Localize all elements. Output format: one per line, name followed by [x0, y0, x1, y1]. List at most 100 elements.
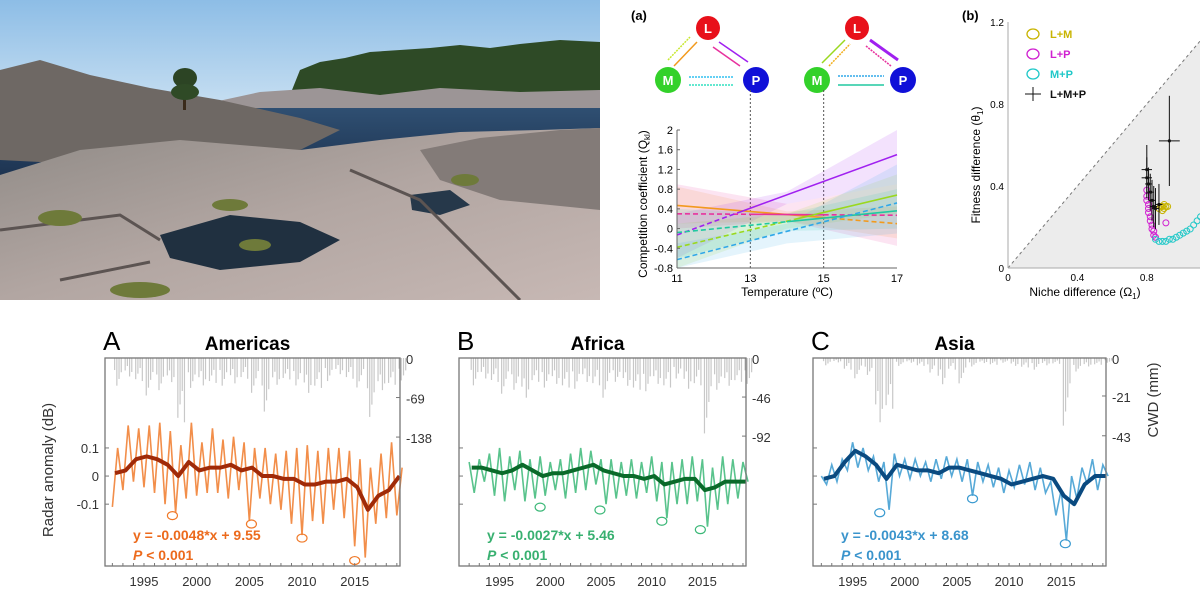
x-tick-label: 11 — [671, 273, 682, 285]
series-line — [786, 210, 898, 223]
x-tick-label: 2015 — [688, 574, 717, 589]
panel-b-label: (b) — [962, 8, 979, 23]
confidence-band — [677, 164, 897, 268]
data-point — [1169, 235, 1177, 243]
data-point — [1155, 237, 1163, 245]
right-rocks — [420, 128, 600, 210]
legend-marker — [1026, 28, 1040, 40]
x-axis-label: Niche difference (Ω1) — [1029, 285, 1140, 301]
data-point — [1150, 198, 1154, 202]
data-point — [1164, 203, 1172, 210]
smoothed-anomaly-line — [471, 462, 746, 493]
x-axis-label-sub: 1 — [1132, 292, 1137, 301]
y-tick-label: 0.8 — [990, 100, 1004, 111]
node-p-label: P — [899, 73, 908, 88]
confidence-band — [677, 189, 897, 259]
data-point — [1146, 182, 1151, 186]
data-point — [1165, 235, 1173, 243]
data-point — [1197, 213, 1200, 221]
x-tick-label: 2000 — [890, 574, 919, 589]
y-tick-label: 0.4 — [990, 182, 1004, 193]
node-m-label: M — [663, 73, 674, 88]
series-line — [794, 194, 898, 221]
y-axis-label-main: Competition coefficient (Q — [636, 140, 650, 278]
confidence-band — [677, 186, 897, 239]
y2-tick-label: -43 — [1112, 430, 1131, 445]
plot-frame — [104, 357, 401, 567]
p-label: P — [487, 547, 497, 563]
legend-marker — [1026, 68, 1040, 80]
series-line — [676, 220, 788, 234]
x-tick-label: 2015 — [1047, 574, 1076, 589]
plot-frame — [812, 357, 1107, 567]
smoothed-anomaly-line — [114, 454, 402, 512]
minimum-marker — [296, 533, 308, 543]
y-tick-label: 0 — [667, 224, 673, 236]
y2-tick-label: -92 — [752, 430, 771, 445]
smoothed-anomaly-line — [823, 448, 1106, 507]
data-point — [1193, 217, 1200, 225]
node-m — [655, 67, 681, 93]
panel-title: Americas — [205, 334, 291, 355]
raw-anomaly-line — [468, 447, 749, 527]
x-tick-label: 15 — [818, 273, 830, 285]
x-tick-label: 0.8 — [1140, 273, 1154, 284]
pine-tree — [171, 68, 199, 110]
x-tick-label: 0.4 — [1070, 273, 1084, 284]
radar-anomaly-chart-b: B Africa 1995 2000 2005 2010 2015 0 -46 -92 y = -0… — [457, 326, 771, 589]
x-tick-label: 2010 — [637, 574, 666, 589]
node-m-label: M — [812, 73, 823, 88]
y-tick-label: 0.1 — [81, 441, 99, 456]
legend-label: L+P — [1050, 49, 1070, 61]
x-tick-label: 2010 — [995, 574, 1024, 589]
legend-label: M+P — [1050, 69, 1073, 81]
x-tick-label: 13 — [744, 273, 756, 285]
grass-tufts — [38, 174, 479, 298]
node-p-label: P — [752, 73, 761, 88]
x-tick-label: 1995 — [130, 574, 159, 589]
inhibition-arrow-p-to-l — [865, 45, 892, 67]
y-tick-label: -0.4 — [654, 243, 673, 255]
data-point — [1160, 205, 1168, 213]
panel-title: Asia — [934, 334, 975, 355]
data-point — [1150, 227, 1158, 235]
x-tick-label: 2015 — [340, 574, 369, 589]
y2-tick-label: 0 — [752, 352, 759, 367]
y2-tick-label: -21 — [1112, 390, 1131, 405]
data-point — [1167, 139, 1171, 143]
y-axis-label-end: ) — [969, 107, 983, 111]
y-axis-label: Fitness difference (θ1) — [969, 107, 985, 224]
y2-tick-label: 0 — [406, 352, 413, 367]
plot-frame — [458, 357, 747, 567]
minimum-marker — [1059, 539, 1071, 549]
x-tick-label: 2000 — [536, 574, 565, 589]
minimum-marker — [594, 505, 606, 515]
legend-label: L+M+P — [1050, 89, 1086, 101]
x-axis-label: Temperature (ºC) — [741, 285, 833, 299]
panel-letter: B — [457, 326, 474, 356]
y-tick-label: -0.8 — [654, 263, 673, 275]
legend-label: L+M — [1050, 29, 1072, 41]
data-point — [1158, 237, 1166, 245]
y2-tick-label: 0 — [1112, 352, 1119, 367]
minimum-marker — [966, 494, 979, 504]
inhibition-arrow-l-to-m — [667, 36, 691, 61]
legend-marker — [1026, 48, 1040, 60]
panel-letter: C — [811, 326, 830, 356]
competition-chart: -0.8 -0.4 0 0.4 0.8 1.2 1.6 2 11 13 15 17 Temperatur… — [636, 90, 903, 299]
x-tick-label: 2000 — [182, 574, 211, 589]
minimum-marker — [534, 502, 546, 512]
radar-anomaly-chart-a: A Americas 1995 2000 2005 2010 2015 0.1 0 -0.1 0 -6… — [40, 326, 432, 589]
y-axis-label: Radar anomaly (dB) — [40, 403, 57, 537]
node-p — [890, 67, 916, 93]
p-value-text: < 0.001 — [850, 547, 901, 563]
data-point — [1183, 227, 1191, 235]
node-p — [743, 67, 769, 93]
y-axis-label-sub: 1 — [976, 110, 985, 115]
radar-anomaly-chart-c: C Asia 1995 2000 2005 2010 2015 0 -21 -43 CWD (mm)… — [811, 326, 1162, 589]
x-tick-label: 1995 — [838, 574, 867, 589]
y2-tick-label: -46 — [752, 391, 771, 406]
data-point — [1176, 231, 1184, 239]
x-tick-label: 0 — [1005, 273, 1011, 284]
data-point — [1148, 190, 1152, 194]
